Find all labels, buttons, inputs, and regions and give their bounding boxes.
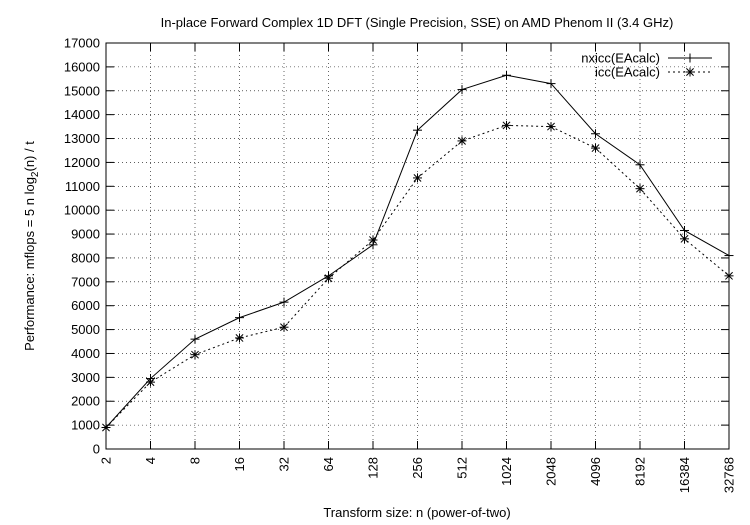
y-tick-label: 0: [93, 442, 100, 457]
x-tick-label: 16384: [677, 457, 692, 493]
x-axis-label: Transform size: n (power-of-two): [323, 505, 510, 520]
data-point: [635, 160, 645, 170]
x-tick-label: 256: [410, 457, 425, 479]
data-point: [591, 143, 600, 153]
x-tick-label: 64: [321, 457, 336, 471]
series-line: [105, 124, 730, 428]
data-point: [279, 322, 289, 332]
y-tick-label: 13000: [64, 131, 100, 146]
y-tick-label: 11000: [65, 179, 100, 194]
x-tick-label: 128: [366, 457, 381, 479]
data-point: [101, 423, 111, 433]
data-point: [680, 234, 689, 244]
y-tick-label: 1000: [71, 418, 100, 433]
x-tick-label: 32: [277, 457, 292, 471]
legend-label: icc(EAcalc): [595, 65, 660, 80]
x-tick-label: 8192: [633, 457, 648, 486]
x-tick-label: 32768: [722, 457, 737, 493]
y-tick-label: 6000: [71, 298, 100, 313]
data-point: [502, 70, 511, 80]
legend-marker: [685, 67, 695, 77]
y-tick-label: 2000: [71, 394, 100, 409]
data-point: [635, 184, 645, 194]
data-point: [235, 313, 244, 323]
y-tick-label: 4000: [71, 346, 100, 361]
data-point: [235, 333, 244, 343]
y-tick-label: 15000: [64, 83, 100, 98]
data-point: [146, 377, 155, 387]
y-tick-label: 7000: [71, 274, 100, 289]
data-point: [546, 122, 556, 132]
data-point: [368, 235, 378, 245]
data-point: [324, 273, 333, 283]
y-tick-label: 17000: [64, 36, 100, 51]
data-point: [591, 129, 600, 139]
data-point: [546, 79, 556, 89]
data-point: [502, 120, 511, 130]
data-point: [457, 85, 467, 95]
chart-title: In-place Forward Complex 1D DFT (Single …: [161, 15, 674, 30]
x-tick-label: 16: [232, 457, 247, 471]
y-axis-label-suffix: (n) / t: [22, 141, 37, 172]
data-point: [190, 350, 200, 360]
x-tick-label: 8: [188, 457, 203, 464]
data-point: [413, 125, 422, 135]
y-axis-label-prefix: Performance: mflops = 5 n log: [22, 177, 37, 351]
x-tick-label: 512: [455, 457, 470, 479]
legend-label: nxicc(EAcalc): [581, 51, 660, 66]
x-tick-label: 4: [143, 457, 158, 464]
y-tick-label: 9000: [71, 227, 100, 242]
y-tick-label: 16000: [64, 59, 100, 74]
x-tick-label: 2048: [544, 457, 559, 486]
x-tick-label: 1024: [499, 457, 514, 486]
y-tick-label: 14000: [64, 107, 100, 122]
y-tick-label: 8000: [71, 250, 100, 265]
axis-ticks: 0 1000 2000 3000 4000 5000 6000 7000 8000 9000 100…: [64, 36, 737, 494]
data-point: [680, 225, 689, 235]
data-point: [190, 334, 200, 344]
y-tick-label: 12000: [64, 155, 100, 170]
legend-marker: [685, 53, 695, 63]
x-tick-label: 4096: [588, 457, 603, 486]
data-point: [457, 136, 467, 146]
y-tick-label: 5000: [71, 322, 100, 337]
grid: [106, 43, 729, 449]
data-point: [724, 251, 734, 261]
data-point: [279, 297, 289, 307]
y-tick-label: 3000: [71, 370, 100, 385]
data-point: [413, 173, 422, 183]
series-2: [101, 120, 734, 433]
data-point: [724, 271, 734, 281]
legend: nxicc(EAcalc)icc(EAcalc): [581, 51, 712, 80]
x-tick-label: 2: [99, 457, 114, 464]
y-axis-label: Performance: mflops = 5 n log2(n) / t: [22, 141, 41, 351]
series-area: [101, 70, 734, 433]
y-tick-label: 10000: [64, 203, 100, 218]
y-axis-label-subscript: 2: [30, 171, 41, 177]
